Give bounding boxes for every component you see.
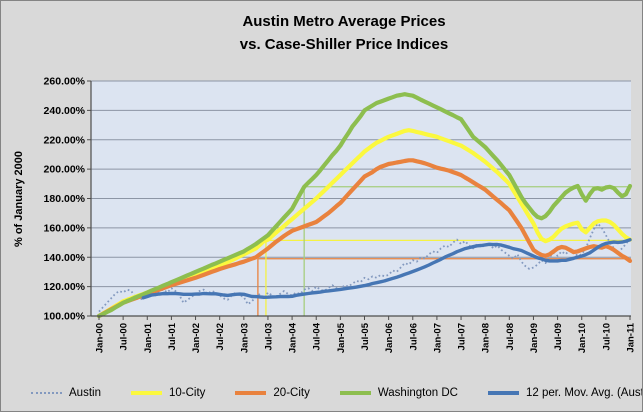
x-tick-label: Jul-09 xyxy=(553,323,564,350)
x-tick-label: Jul-04 xyxy=(312,322,323,350)
y-axis-title: % of January 2000 xyxy=(13,151,25,247)
legend: Austin 10-City 20-City Washington DC 12 … xyxy=(31,383,642,403)
x-tick-label: Jul-05 xyxy=(360,322,371,350)
legend-sample-austin-dotted-line xyxy=(31,392,62,394)
legend-label-washington-dc: Washington DC xyxy=(377,387,458,399)
chart-title: Austin Metro Average Prices vs. Case-Shi… xyxy=(61,10,627,56)
x-tick-label: Jan-03 xyxy=(239,323,250,353)
series-line-12-per-mov-avg-austin xyxy=(141,238,632,300)
x-tick-label: Jul-00 xyxy=(119,323,130,350)
legend-label-austin: Austin xyxy=(69,387,101,399)
x-tick-label: Jan-06 xyxy=(384,323,395,353)
y-tick-label: 120.00% xyxy=(44,281,86,293)
legend-sample-20-city-line xyxy=(235,391,267,395)
series-line-10-city xyxy=(96,128,633,319)
x-tick-label: Jan-10 xyxy=(577,323,588,353)
legend-item-20-city: 20-City xyxy=(235,387,310,399)
x-tick-label: Jan-02 xyxy=(191,323,202,353)
x-tick-label: Jul-07 xyxy=(457,323,468,350)
y-tick-label: 260.00% xyxy=(44,76,86,88)
x-tick-label: Jan-05 xyxy=(336,322,347,353)
legend-label-12-per-mov-avg-austin: 12 per. Mov. Avg. (Austin) xyxy=(525,387,642,399)
legend-item-12-per-mov-avg-austin: 12 per. Mov. Avg. (Austin) xyxy=(487,387,642,399)
y-tick-label: 180.00% xyxy=(44,193,86,205)
x-tick-label: Jul-08 xyxy=(505,323,516,350)
y-tick-label: 220.00% xyxy=(44,134,86,146)
x-tick-label: Jan-00 xyxy=(95,323,106,353)
y-tick-label: 100.00% xyxy=(44,311,86,323)
x-tick-label: Jul-10 xyxy=(601,323,612,350)
y-tick-label: 240.00% xyxy=(44,105,86,117)
legend-label-10-city: 10-City xyxy=(168,387,206,399)
x-tick-label: Jan-09 xyxy=(529,323,540,353)
x-tick-label: Jan-04 xyxy=(288,322,299,353)
y-tick-label: 160.00% xyxy=(44,222,86,234)
x-tick-label: Jul-03 xyxy=(263,323,274,350)
y-tick-label: 140.00% xyxy=(44,252,86,264)
legend-label-20-city: 20-City xyxy=(273,387,310,399)
legend-sample-washington-dc-line xyxy=(339,391,371,395)
series-line-austin xyxy=(98,222,631,313)
y-tick-label: 200.00% xyxy=(44,164,86,176)
legend-item-washington-dc: Washington DC xyxy=(339,387,458,399)
legend-sample-moving-average-line xyxy=(487,391,519,395)
x-tick-label: Jan-01 xyxy=(143,322,154,353)
x-tick-label: Jan-07 xyxy=(432,323,443,353)
legend-item-austin: Austin xyxy=(31,387,101,399)
legend-item-10-city: 10-City xyxy=(130,387,206,399)
x-tick-label: Jul-01 xyxy=(167,322,178,350)
series-line-washington-dc xyxy=(96,92,633,319)
series-line-20-city xyxy=(96,158,633,319)
x-tick-label: Jan-08 xyxy=(481,323,492,353)
chart-title-line1: Austin Metro Average Prices xyxy=(242,13,446,30)
x-tick-label: Jan-11 xyxy=(626,322,637,352)
x-tick-label: Jul-02 xyxy=(215,323,226,350)
legend-sample-10-city-line xyxy=(130,391,162,395)
x-tick-label: Jul-06 xyxy=(408,323,419,350)
chart-title-line2: vs. Case-Shiller Price Indices xyxy=(239,36,449,53)
